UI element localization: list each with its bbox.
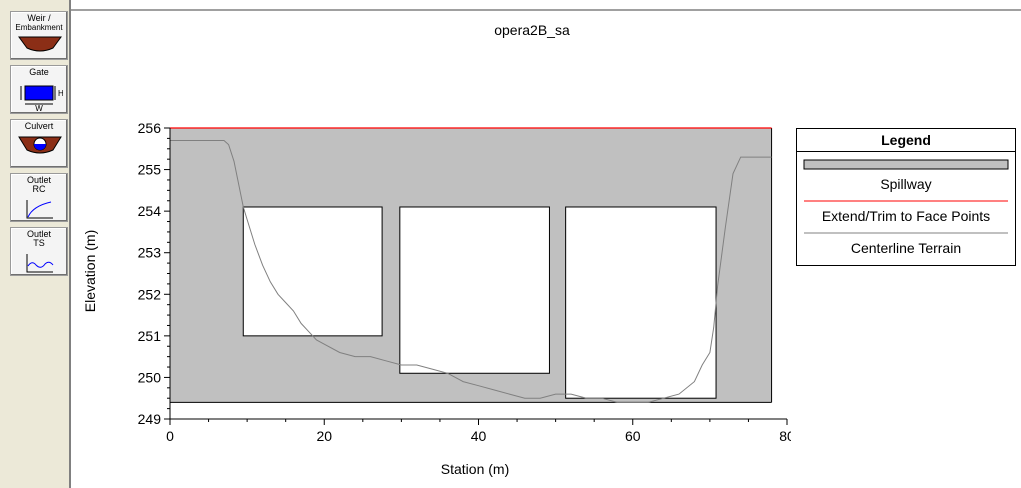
chart-title: opera2B_sa bbox=[494, 22, 570, 38]
y-tick-label-255: 255 bbox=[138, 162, 162, 178]
x-tick-label-60: 60 bbox=[625, 428, 641, 444]
culvert-icon bbox=[18, 136, 62, 154]
x-tick-label-0: 0 bbox=[166, 428, 174, 444]
legend-spillway-label: Spillway bbox=[880, 176, 932, 192]
legend-panel: Legend Spillway Extend/Trim to Face Poin… bbox=[796, 128, 1016, 266]
weir-embankment-button[interactable]: Weir / Embankment bbox=[10, 11, 68, 60]
culvert-label: Culvert bbox=[24, 121, 54, 131]
weir-label-line2: Embankment bbox=[15, 23, 63, 32]
y-tick-label-252: 252 bbox=[138, 286, 162, 302]
outlet-ts-label-line1: Outlet bbox=[26, 229, 51, 239]
legend-extend-swatch bbox=[804, 200, 1008, 202]
y-tick-label-253: 253 bbox=[138, 245, 162, 261]
gate-icon: W H bbox=[20, 85, 63, 112]
gate-opening-2 bbox=[399, 206, 550, 374]
outlet-rc-icon bbox=[26, 200, 53, 219]
terrain-line bbox=[170, 140, 772, 403]
weir-embankment-icon bbox=[18, 36, 62, 52]
gate-w-label: W bbox=[35, 104, 43, 112]
x-tick-label-40: 40 bbox=[471, 428, 487, 444]
outlet-ts-icon bbox=[26, 254, 54, 273]
y-tick-label-254: 254 bbox=[138, 203, 162, 219]
y-tick-label-251: 251 bbox=[138, 328, 162, 344]
profile-chart: opera2B_sa 0 20 40 60 80 249 250 251 252 253 254 25… bbox=[82, 22, 791, 477]
outlet-ts-button[interactable]: Outlet TS bbox=[10, 227, 68, 276]
culvert-button[interactable]: Culvert bbox=[10, 119, 68, 168]
outlet-rc-button[interactable]: Outlet RC bbox=[10, 173, 68, 222]
outlet-rc-label-line1: Outlet bbox=[26, 175, 51, 185]
legend-title: Legend bbox=[797, 129, 1015, 152]
legend-terrain-swatch bbox=[804, 232, 1008, 234]
legend-extend-label: Extend/Trim to Face Points bbox=[821, 208, 991, 224]
outlet-ts-label-line2: TS bbox=[33, 238, 45, 248]
gate-label: Gate bbox=[29, 67, 49, 77]
x-tick-label-80: 80 bbox=[779, 428, 791, 444]
x-tick-label-20: 20 bbox=[316, 428, 332, 444]
gate-opening-3 bbox=[565, 206, 717, 399]
legend-item-terrain: Centerline Terrain bbox=[797, 224, 1015, 256]
y-axis-label: Elevation (m) bbox=[82, 230, 98, 312]
y-tick-label-250: 250 bbox=[138, 369, 162, 385]
legend-terrain-label: Centerline Terrain bbox=[850, 240, 962, 256]
x-axis-label: Station (m) bbox=[441, 461, 509, 477]
gate-button[interactable]: Gate W H bbox=[10, 65, 68, 114]
gate-h-label: H bbox=[58, 89, 63, 98]
legend-spillway-swatch bbox=[803, 159, 1009, 170]
weir-label-line1: Weir / bbox=[27, 13, 51, 23]
legend-item-extend-trim: Extend/Trim to Face Points bbox=[797, 192, 1015, 224]
outlet-rc-label-line2: RC bbox=[32, 184, 46, 194]
gate-opening-1 bbox=[242, 206, 383, 337]
plot-window-top-border bbox=[71, 9, 1021, 11]
y-tick-label-249: 249 bbox=[138, 411, 162, 427]
legend-item-spillway: Spillway bbox=[797, 152, 1015, 192]
structure-toolbar: Weir / Embankment Gate W H Culvert Outle… bbox=[0, 0, 71, 488]
y-tick-label-256: 256 bbox=[138, 120, 162, 136]
